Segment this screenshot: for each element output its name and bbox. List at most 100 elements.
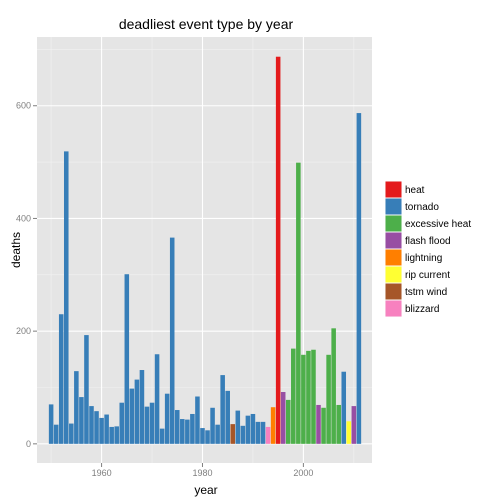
x-tick-label: 1960 xyxy=(92,468,112,478)
bar-2000 xyxy=(301,354,306,444)
bar-1999 xyxy=(296,162,301,444)
bar-1954 xyxy=(69,423,74,444)
bar-1981 xyxy=(205,430,210,444)
bar-1982 xyxy=(210,407,215,444)
legend-swatch xyxy=(385,266,402,283)
legend-label: blizzard xyxy=(405,304,439,315)
legend-item: flash flood xyxy=(384,231,451,250)
bar-1989 xyxy=(245,415,251,444)
bar-1979 xyxy=(195,396,200,444)
bar-1971 xyxy=(154,354,160,444)
legend-item: tstm wind xyxy=(384,282,447,301)
y-tick-label: 600 xyxy=(16,101,31,111)
bar-2010 xyxy=(351,406,357,444)
legend-label: flash flood xyxy=(405,236,451,247)
y-axis-title: deaths xyxy=(9,232,23,268)
bar-1964 xyxy=(119,402,125,444)
legend-item: tornado xyxy=(384,197,439,216)
bar-2002 xyxy=(311,349,316,444)
bar-1966 xyxy=(129,388,135,444)
chart-title: deadliest event type by year xyxy=(119,16,294,32)
bar-1968 xyxy=(139,370,145,444)
legend-item: rip current xyxy=(384,265,450,284)
legend-label: lightning xyxy=(405,253,442,264)
bar-1991 xyxy=(255,421,261,444)
legend-swatch xyxy=(385,181,402,198)
bar-1988 xyxy=(240,425,246,444)
bar-1959 xyxy=(94,411,99,444)
legend-label: tstm wind xyxy=(405,287,447,298)
bar-1997 xyxy=(285,399,291,444)
x-tick-label: 2000 xyxy=(293,468,313,478)
bar-1986 xyxy=(230,424,236,444)
x-axis-title: year xyxy=(194,483,217,497)
bar-1955 xyxy=(74,371,79,444)
legend-item: excessive heat xyxy=(384,214,471,233)
y-tick-label: 400 xyxy=(16,213,31,223)
bar-1972 xyxy=(159,428,165,444)
legend-label: rip current xyxy=(405,270,450,281)
legend-item: lightning xyxy=(384,248,442,267)
bar-1973 xyxy=(164,393,170,444)
legend-item: heat xyxy=(384,180,425,199)
bar-1962 xyxy=(109,426,114,444)
bar-1967 xyxy=(134,379,140,444)
bars xyxy=(48,56,362,444)
bar-1998 xyxy=(291,348,296,444)
bar-1969 xyxy=(144,406,150,444)
legend-label: excessive heat xyxy=(405,219,471,230)
y-tick-labels: 0 200 400 600 xyxy=(16,101,31,449)
bar-1980 xyxy=(200,428,205,444)
bar-2008 xyxy=(341,371,347,444)
bar-1950 xyxy=(48,404,54,444)
bar-1983 xyxy=(215,424,220,444)
bar-1961 xyxy=(104,414,109,444)
bar-1963 xyxy=(114,426,119,444)
bar-2009 xyxy=(346,421,352,444)
legend-swatch xyxy=(385,215,402,232)
bar-1996 xyxy=(280,392,286,444)
y-tick-label: 0 xyxy=(26,439,31,449)
bar-2007 xyxy=(336,404,341,444)
bar-1990 xyxy=(250,413,256,444)
legend-label: heat xyxy=(405,185,425,196)
bar-2004 xyxy=(321,407,326,444)
bar-2011 xyxy=(356,113,362,444)
bar-1976 xyxy=(180,419,185,444)
bar-1956 xyxy=(79,397,84,444)
bar-1957 xyxy=(84,335,89,444)
legend-swatch xyxy=(385,198,402,215)
bar-1978 xyxy=(190,413,195,444)
legend-swatch xyxy=(385,249,402,266)
legend: heat tornado excessive heat flash flood ligh… xyxy=(384,180,471,318)
legend-swatch xyxy=(385,300,402,317)
bar-1965 xyxy=(124,274,130,444)
bar-1987 xyxy=(235,410,241,444)
x-tick-labels: 1960 1980 2000 xyxy=(92,468,314,478)
bar-1995 xyxy=(275,56,281,444)
bar-1992 xyxy=(260,421,266,444)
x-tick-label: 1980 xyxy=(192,468,212,478)
bar-2003 xyxy=(316,404,321,444)
bar-1985 xyxy=(225,390,230,444)
bar-1993 xyxy=(265,426,271,444)
bar-1975 xyxy=(174,410,180,444)
legend-swatch xyxy=(385,232,402,249)
bar-1970 xyxy=(149,402,155,444)
bar-1977 xyxy=(185,419,190,444)
bar-1960 xyxy=(99,417,104,444)
bar-2001 xyxy=(306,350,311,444)
bar-2005 xyxy=(326,354,331,444)
bar-1958 xyxy=(89,406,94,444)
legend-swatch xyxy=(385,283,402,300)
bar-1951 xyxy=(53,424,59,444)
bar-1974 xyxy=(169,237,175,444)
bar-2006 xyxy=(331,328,336,444)
y-tick-label: 200 xyxy=(16,326,31,336)
plot-panel xyxy=(37,37,372,463)
bar-1994 xyxy=(270,407,276,444)
legend-item: blizzard xyxy=(384,299,439,318)
ticks xyxy=(33,105,304,467)
bar-1952 xyxy=(58,314,64,444)
